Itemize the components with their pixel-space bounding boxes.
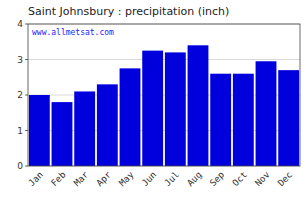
bar (29, 95, 50, 166)
x-tick-label: Mar (72, 169, 91, 188)
x-tick-label: Jul (162, 170, 181, 189)
bar (256, 61, 277, 166)
x-tick-label: Jan (26, 170, 45, 189)
bar (120, 68, 141, 166)
bar (210, 74, 231, 166)
title: Saint Johnsbury : precipitation (inch) (28, 5, 229, 18)
bar (52, 102, 73, 166)
x-tick-label: Feb (49, 170, 68, 189)
bar (278, 70, 299, 166)
watermark: www.allmetsat.com (32, 28, 114, 37)
bar (233, 74, 254, 166)
x-tick-label: Oct (230, 170, 249, 189)
y-axis: 0 1 2 3 4 (17, 19, 300, 171)
y-tick-label: 1 (17, 126, 23, 136)
chart-container: Saint Johnsbury : precipitation (inch) 0 1… (0, 0, 306, 200)
y-tick (25, 166, 28, 167)
y-tick-label: 3 (17, 55, 23, 65)
y-tick (25, 59, 28, 60)
y-tick (25, 24, 28, 25)
grid-line (28, 59, 300, 60)
x-tick-label: Apr (94, 169, 113, 188)
bar (74, 91, 95, 166)
y-tick-label: 2 (17, 90, 23, 100)
x-tick-label: Dec (276, 170, 295, 189)
bar (165, 52, 186, 166)
y-tick-label: 0 (17, 161, 23, 171)
y-tick (25, 130, 28, 131)
bar (188, 45, 209, 166)
plot-frame (28, 24, 300, 166)
bar (97, 84, 118, 166)
x-tick-label: May (117, 169, 136, 188)
x-tick-label: Nov (253, 170, 272, 189)
y-tick (25, 95, 28, 96)
x-tick-label: Aug (185, 170, 204, 189)
bars (29, 45, 299, 166)
bar (142, 51, 163, 166)
x-tick-label: Jun (140, 170, 159, 189)
x-tick-label: Sep (208, 170, 227, 189)
chart-svg: Saint Johnsbury : precipitation (inch) 0 1… (0, 0, 306, 200)
x-axis: JanFebMarAprMayJunJulAugSepOctNovDec (26, 169, 294, 188)
y-tick-label: 4 (17, 19, 23, 29)
